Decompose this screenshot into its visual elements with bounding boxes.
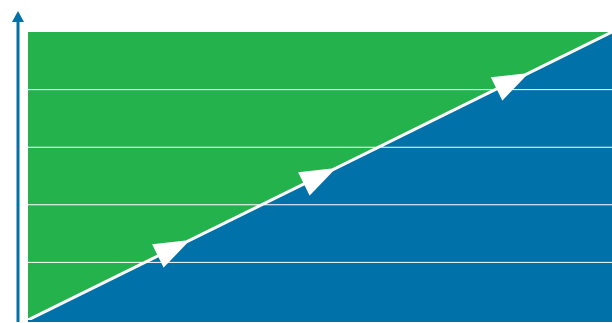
arrowhead-icon <box>152 240 191 268</box>
arrow-up-icon <box>12 11 24 22</box>
arrowhead-icon <box>490 72 529 101</box>
gridlines <box>28 89 612 263</box>
arrowhead-icon <box>298 168 337 196</box>
diagonal-arrows <box>152 72 529 268</box>
